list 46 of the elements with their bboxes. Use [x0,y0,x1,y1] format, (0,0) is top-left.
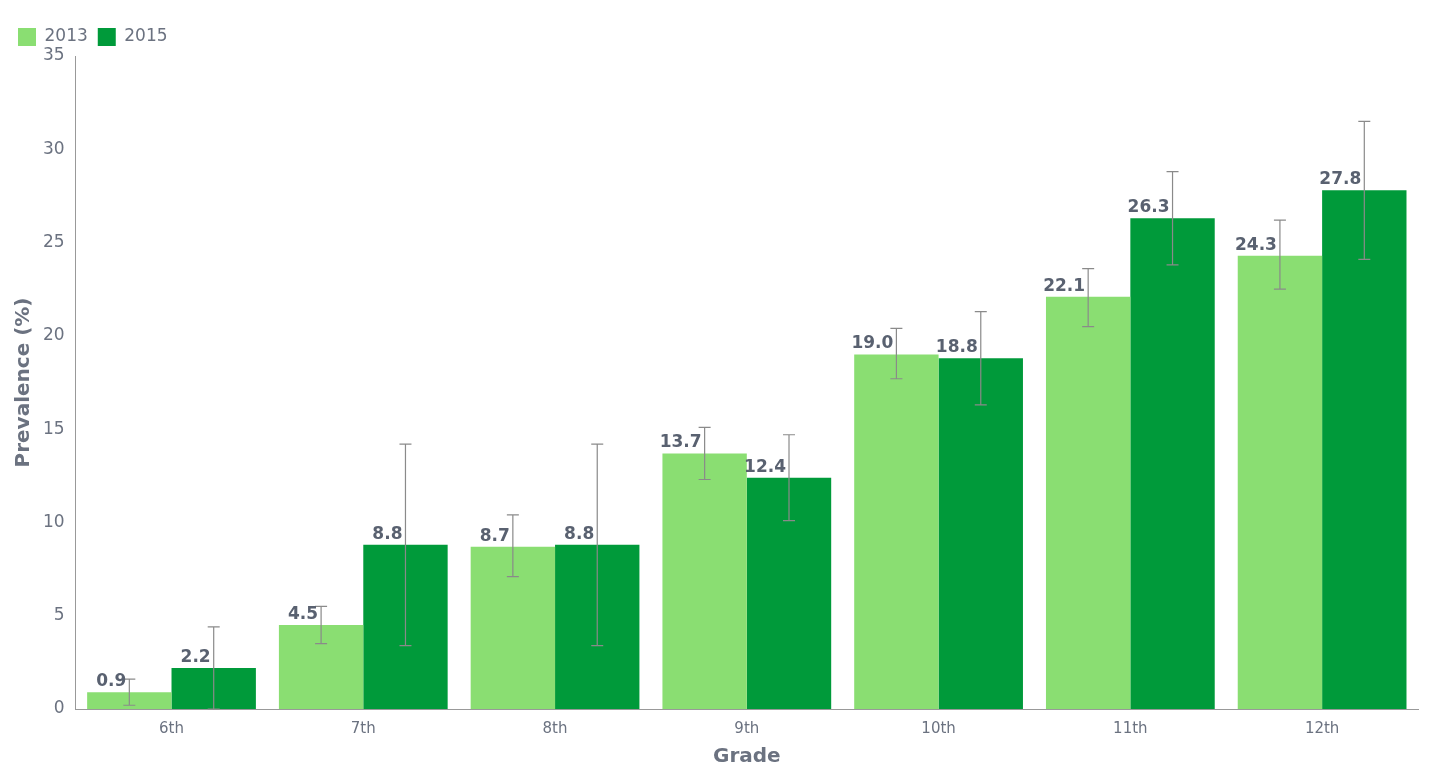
y-axis-title: Prevalence (%) [10,297,35,468]
x-tick-label: 11th [1113,718,1148,737]
data-label: 2.2 [180,645,211,666]
bar [746,477,832,709]
bar [662,453,747,709]
bar [1130,218,1215,709]
data-label: 8.8 [372,522,403,543]
x-tick-label: 10th [921,718,956,737]
data-label: 4.5 [287,602,319,623]
y-tick-label: 25 [42,230,65,251]
y-tick-label: 30 [42,137,65,158]
data-label: 24.3 [1234,233,1277,254]
legend-label: 2013 [44,25,88,46]
x-axis-title: Grade [712,743,781,768]
y-tick-label: 0 [53,697,65,718]
bar [938,358,1023,709]
y-tick-label: 35 [42,44,65,65]
bar [363,544,448,709]
legend-label: 2015 [124,25,168,46]
bar [87,692,172,709]
bar [1237,255,1323,709]
data-label: 0.9 [96,670,127,691]
y-tick-label: 5 [53,604,65,625]
data-label: 22.1 [1043,274,1086,295]
data-label: 13.7 [659,431,702,452]
bar [555,544,640,709]
x-tick-label: 12th [1304,718,1340,737]
data-label: 8.7 [479,524,510,545]
x-tick-label: 7th [350,718,376,737]
bar [470,546,556,709]
x-tick-label: 6th [159,718,184,737]
y-tick-label: 20 [42,324,65,345]
data-label: 19.0 [851,332,894,353]
data-label: 26.3 [1127,196,1170,217]
y-tick-label: 15 [42,417,65,438]
bar [1045,296,1131,709]
data-label: 8.8 [564,522,595,543]
y-tick-label: 10 [42,510,65,531]
bar [854,354,939,709]
bar [1322,190,1407,709]
x-tick-label: 8th [542,718,568,737]
data-label: 27.8 [1319,168,1362,189]
data-label: 18.8 [935,336,978,357]
x-tick-label: 9th [734,718,760,737]
bar [171,667,256,709]
bar [278,625,364,709]
